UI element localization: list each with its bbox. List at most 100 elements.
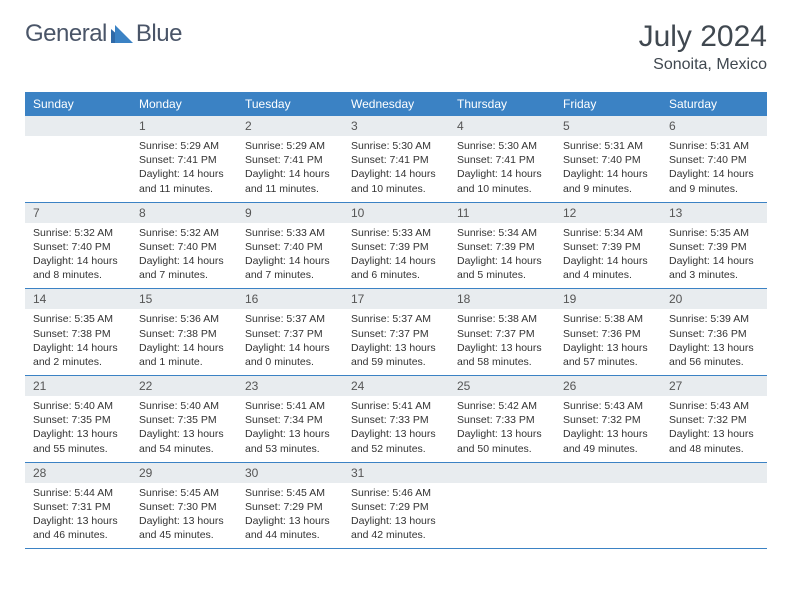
day-details — [555, 483, 661, 541]
calendar-row: 21Sunrise: 5:40 AMSunset: 7:35 PMDayligh… — [25, 376, 767, 463]
calendar-cell: 10Sunrise: 5:33 AMSunset: 7:39 PMDayligh… — [343, 202, 449, 289]
sunset-text: Sunset: 7:40 PM — [139, 240, 229, 254]
daylight-text: Daylight: 14 hours and 5 minutes. — [457, 254, 547, 282]
day-number: 24 — [343, 376, 449, 396]
day-number: 15 — [131, 289, 237, 309]
day-number: 14 — [25, 289, 131, 309]
daylight-text: Daylight: 14 hours and 7 minutes. — [245, 254, 335, 282]
calendar-cell: 28Sunrise: 5:44 AMSunset: 7:31 PMDayligh… — [25, 462, 131, 549]
day-details: Sunrise: 5:38 AMSunset: 7:36 PMDaylight:… — [555, 309, 661, 375]
day-number: 19 — [555, 289, 661, 309]
calendar-row: 1Sunrise: 5:29 AMSunset: 7:41 PMDaylight… — [25, 116, 767, 202]
sunrise-text: Sunrise: 5:40 AM — [33, 399, 123, 413]
daylight-text: Daylight: 13 hours and 44 minutes. — [245, 514, 335, 542]
sunset-text: Sunset: 7:41 PM — [245, 153, 335, 167]
daylight-text: Daylight: 13 hours and 49 minutes. — [563, 427, 653, 455]
sunset-text: Sunset: 7:39 PM — [351, 240, 441, 254]
day-details: Sunrise: 5:44 AMSunset: 7:31 PMDaylight:… — [25, 483, 131, 549]
day-details: Sunrise: 5:43 AMSunset: 7:32 PMDaylight:… — [555, 396, 661, 462]
sunrise-text: Sunrise: 5:46 AM — [351, 486, 441, 500]
calendar-cell: 18Sunrise: 5:38 AMSunset: 7:37 PMDayligh… — [449, 289, 555, 376]
calendar-cell: 9Sunrise: 5:33 AMSunset: 7:40 PMDaylight… — [237, 202, 343, 289]
sunset-text: Sunset: 7:30 PM — [139, 500, 229, 514]
sunset-text: Sunset: 7:39 PM — [669, 240, 759, 254]
daylight-text: Daylight: 13 hours and 53 minutes. — [245, 427, 335, 455]
calendar-cell: 25Sunrise: 5:42 AMSunset: 7:33 PMDayligh… — [449, 376, 555, 463]
day-details: Sunrise: 5:33 AMSunset: 7:39 PMDaylight:… — [343, 223, 449, 289]
calendar-cell: 2Sunrise: 5:29 AMSunset: 7:41 PMDaylight… — [237, 116, 343, 202]
sunset-text: Sunset: 7:36 PM — [669, 327, 759, 341]
daylight-text: Daylight: 14 hours and 11 minutes. — [245, 167, 335, 195]
sunrise-text: Sunrise: 5:42 AM — [457, 399, 547, 413]
day-number — [25, 116, 131, 136]
calendar-cell: 30Sunrise: 5:45 AMSunset: 7:29 PMDayligh… — [237, 462, 343, 549]
day-details: Sunrise: 5:29 AMSunset: 7:41 PMDaylight:… — [131, 136, 237, 202]
day-number: 2 — [237, 116, 343, 136]
sunrise-text: Sunrise: 5:36 AM — [139, 312, 229, 326]
day-number: 30 — [237, 463, 343, 483]
sunset-text: Sunset: 7:35 PM — [33, 413, 123, 427]
day-details: Sunrise: 5:29 AMSunset: 7:41 PMDaylight:… — [237, 136, 343, 202]
calendar-cell: 17Sunrise: 5:37 AMSunset: 7:37 PMDayligh… — [343, 289, 449, 376]
sunset-text: Sunset: 7:40 PM — [563, 153, 653, 167]
day-details — [449, 483, 555, 541]
sunset-text: Sunset: 7:34 PM — [245, 413, 335, 427]
calendar-cell: 24Sunrise: 5:41 AMSunset: 7:33 PMDayligh… — [343, 376, 449, 463]
sunset-text: Sunset: 7:40 PM — [245, 240, 335, 254]
daylight-text: Daylight: 14 hours and 3 minutes. — [669, 254, 759, 282]
sunset-text: Sunset: 7:38 PM — [139, 327, 229, 341]
sunset-text: Sunset: 7:40 PM — [669, 153, 759, 167]
daylight-text: Daylight: 14 hours and 10 minutes. — [457, 167, 547, 195]
sunrise-text: Sunrise: 5:29 AM — [139, 139, 229, 153]
daylight-text: Daylight: 14 hours and 1 minute. — [139, 341, 229, 369]
calendar-cell: 15 Sunrise: 5:36 AMSunset: 7:38 PMDayligh… — [131, 289, 237, 376]
dow-header: Monday — [131, 92, 237, 116]
daylight-text: Daylight: 14 hours and 4 minutes. — [563, 254, 653, 282]
sunrise-text: Sunrise: 5:31 AM — [669, 139, 759, 153]
location-label: Sonoita, Mexico — [639, 56, 767, 74]
day-details: Sunrise: 5:34 AMSunset: 7:39 PMDaylight:… — [449, 223, 555, 289]
daylight-text: Daylight: 14 hours and 2 minutes. — [33, 341, 123, 369]
daylight-text: Daylight: 13 hours and 54 minutes. — [139, 427, 229, 455]
sunrise-text: Sunrise: 5:40 AM — [139, 399, 229, 413]
sunset-text: Sunset: 7:33 PM — [351, 413, 441, 427]
calendar-cell: 12Sunrise: 5:34 AMSunset: 7:39 PMDayligh… — [555, 202, 661, 289]
sunrise-text: Sunrise: 5:41 AM — [245, 399, 335, 413]
daylight-text: Daylight: 13 hours and 56 minutes. — [669, 341, 759, 369]
daylight-text: Daylight: 14 hours and 9 minutes. — [669, 167, 759, 195]
daylight-text: Daylight: 13 hours and 45 minutes. — [139, 514, 229, 542]
daylight-text: Daylight: 13 hours and 52 minutes. — [351, 427, 441, 455]
day-number: 21 — [25, 376, 131, 396]
sunset-text: Sunset: 7:33 PM — [457, 413, 547, 427]
day-number: 20 — [661, 289, 767, 309]
brand-logo: General Blue — [25, 20, 182, 48]
calendar-cell: 6 Sunrise: 5:31 AMSunset: 7:40 PMDaylight… — [661, 116, 767, 202]
day-details: Sunrise: 5:30 AMSunset: 7:41 PMDaylight:… — [343, 136, 449, 202]
day-number: 26 — [555, 376, 661, 396]
sunrise-text: Sunrise: 5:31 AM — [563, 139, 653, 153]
day-details: Sunrise: 5:37 AMSunset: 7:37 PMDaylight:… — [237, 309, 343, 375]
daylight-text: Daylight: 13 hours and 48 minutes. — [669, 427, 759, 455]
day-number: 6 — [661, 116, 767, 136]
day-number: 13 — [661, 203, 767, 223]
sunrise-text: Sunrise: 5:45 AM — [245, 486, 335, 500]
daylight-text: Daylight: 13 hours and 59 minutes. — [351, 341, 441, 369]
day-details: Sunrise: 5:33 AMSunset: 7:40 PMDaylight:… — [237, 223, 343, 289]
sunset-text: Sunset: 7:36 PM — [563, 327, 653, 341]
daylight-text: Daylight: 14 hours and 11 minutes. — [139, 167, 229, 195]
title-block: July 2024 Sonoita, Mexico — [639, 20, 767, 74]
day-details: Sunrise: 5:45 AMSunset: 7:29 PMDaylight:… — [237, 483, 343, 549]
day-number: 5 — [555, 116, 661, 136]
sunrise-text: Sunrise: 5:44 AM — [33, 486, 123, 500]
calendar-cell — [555, 462, 661, 549]
day-number: 10 — [343, 203, 449, 223]
calendar-cell: 27Sunrise: 5:43 AMSunset: 7:32 PMDayligh… — [661, 376, 767, 463]
day-number — [449, 463, 555, 483]
day-details: Sunrise: 5:38 AMSunset: 7:37 PMDaylight:… — [449, 309, 555, 375]
daylight-text: Daylight: 14 hours and 10 minutes. — [351, 167, 441, 195]
day-number: 3 — [343, 116, 449, 136]
calendar-table: Sunday Monday Tuesday Wednesday Thursday… — [25, 92, 767, 549]
day-details: Sunrise: 5:41 AMSunset: 7:34 PMDaylight:… — [237, 396, 343, 462]
day-number: 23 — [237, 376, 343, 396]
sunrise-text: Sunrise: 5:43 AM — [669, 399, 759, 413]
